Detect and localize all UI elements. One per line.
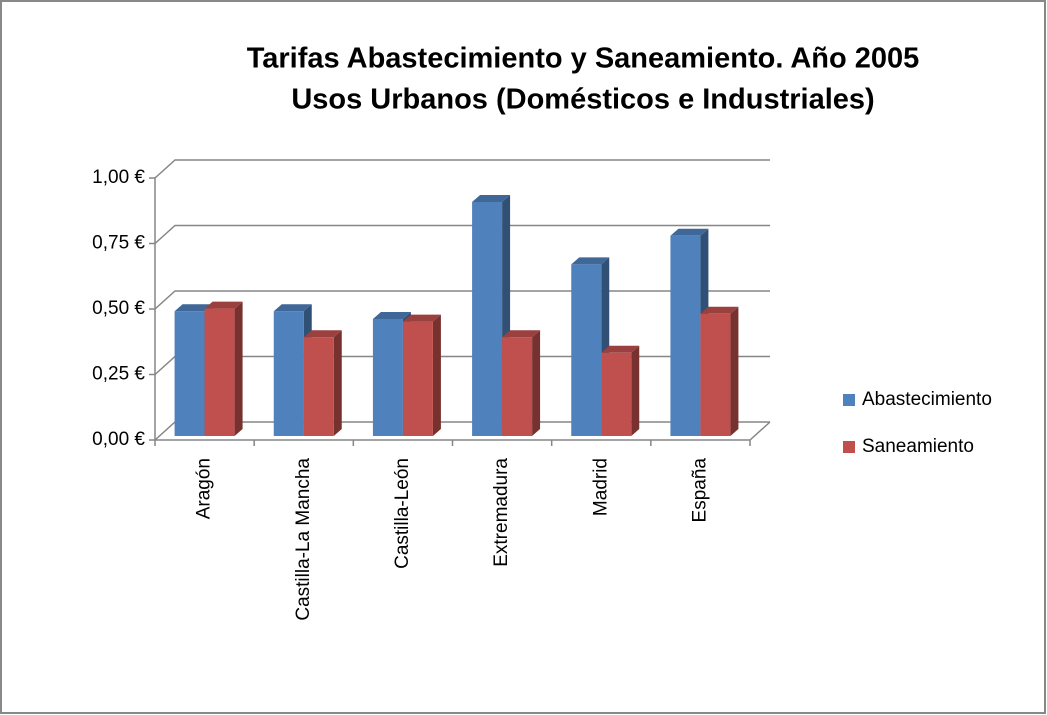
- legend-label: Abastecimiento: [862, 389, 992, 410]
- bar: [174, 311, 205, 436]
- bar-3d: [303, 330, 342, 436]
- bar: [670, 235, 701, 436]
- bar: [204, 308, 235, 436]
- y-tick-label: 0,25 €: [92, 364, 145, 385]
- grid-line: [154, 159, 770, 179]
- bar: [303, 337, 334, 436]
- bar-3d: [204, 301, 243, 436]
- bar-side: [432, 314, 441, 436]
- bar: [571, 264, 602, 436]
- bar-side: [234, 301, 243, 436]
- x-tick-label: Castilla-La Mancha: [293, 458, 314, 621]
- bar-top: [670, 228, 709, 236]
- chart-subtitle: Usos Urbanos (Domésticos e Industriales): [291, 84, 874, 116]
- bar: [472, 202, 503, 436]
- bar: [402, 321, 433, 436]
- x-tick-label: España: [689, 458, 710, 523]
- bar-top: [204, 301, 243, 309]
- grid-line: [154, 224, 770, 245]
- bar-top: [303, 330, 342, 338]
- x-tick-label: Aragón: [194, 458, 215, 519]
- bar: [372, 319, 403, 436]
- bar-3d: [700, 306, 739, 436]
- y-tick-label: 0,75 €: [92, 233, 145, 254]
- x-tick-label: Castilla-León: [392, 458, 413, 569]
- bar: [502, 337, 533, 436]
- bar-top: [273, 304, 312, 312]
- bar-top: [472, 195, 511, 202]
- x-tick-label: Extremadura: [491, 458, 512, 567]
- bar-side: [532, 330, 541, 436]
- bar-side: [631, 345, 640, 436]
- bar: [601, 352, 632, 436]
- bar-top: [174, 304, 213, 312]
- legend-swatch: [843, 394, 855, 406]
- y-tick-label: 1,00 €: [92, 167, 145, 188]
- bar: [273, 311, 304, 436]
- bar-side: [730, 306, 739, 436]
- bar-3d: [571, 257, 610, 436]
- bar-3d: [402, 314, 441, 436]
- bar-top: [502, 330, 541, 338]
- y-tick-label: 0,50 €: [92, 298, 145, 319]
- bar-side: [333, 330, 342, 436]
- bar-top: [402, 314, 441, 322]
- legend-swatch: [843, 441, 855, 453]
- bar-top: [571, 257, 610, 265]
- bar-top: [372, 312, 411, 319]
- y-tick-label: 0,00 €: [92, 429, 145, 450]
- bar: [700, 313, 731, 436]
- bar-3d: [601, 345, 640, 436]
- bar-top: [700, 306, 739, 314]
- bar-3d: [502, 330, 541, 436]
- legend-label: Saneamiento: [862, 436, 974, 457]
- bar-top: [601, 345, 640, 353]
- x-tick-label: Madrid: [590, 458, 611, 516]
- chart-title: Tarifas Abastecimiento y Saneamiento. Añ…: [247, 43, 920, 75]
